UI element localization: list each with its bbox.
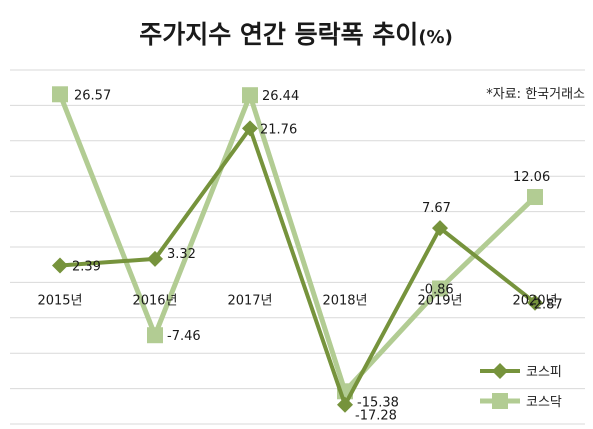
chart-title-unit: (%) xyxy=(418,27,453,48)
category-label: 2016년 xyxy=(132,293,177,308)
series-line-kosdaq xyxy=(57,92,537,394)
data-label: -7.46 xyxy=(167,329,201,344)
data-label: 26.57 xyxy=(74,88,111,103)
category-label: 2017년 xyxy=(227,293,272,308)
data-label: -0.86 xyxy=(420,282,454,297)
data-label: 2.39 xyxy=(72,259,101,274)
data-label: -15.38 xyxy=(357,395,399,410)
svg-text:주가지수 연간 등락폭 추이(%): 주가지수 연간 등락폭 추이(%) xyxy=(139,20,453,49)
series-lines xyxy=(52,86,543,413)
data-point xyxy=(242,120,258,137)
chart-title-text: 주가지수 연간 등락폭 추이 xyxy=(139,20,418,49)
legend-marker xyxy=(492,363,508,379)
data-label: 21.76 xyxy=(260,122,297,137)
data-point xyxy=(147,250,163,267)
data-point xyxy=(147,327,163,344)
source-note: *자료: 한국거래소 xyxy=(486,87,585,102)
labels: 2015년 2016년 2017년 2018년 2019년 2020년 2.39 3.32 21… xyxy=(37,88,562,423)
data-point xyxy=(52,257,68,274)
legend-label: 코스닥 xyxy=(526,395,562,410)
data-point xyxy=(527,294,543,311)
legend-marker xyxy=(492,393,508,409)
data-label: -17.28 xyxy=(355,409,397,424)
data-point xyxy=(432,280,448,297)
series-line-kospi xyxy=(59,126,537,407)
data-label: 12.06 xyxy=(513,170,550,185)
category-label: 2015년 xyxy=(37,293,82,308)
data-point xyxy=(527,189,543,206)
data-point xyxy=(337,396,353,413)
data-point xyxy=(52,86,68,103)
data-label: 7.67 xyxy=(422,201,451,216)
data-label: -2.87 xyxy=(529,298,563,313)
legend-label: 코스피 xyxy=(526,365,562,380)
category-label: 2018년 xyxy=(322,293,367,308)
data-point xyxy=(242,87,258,104)
data-point xyxy=(432,220,448,237)
chart-title: 주가지수 연간 등락폭 추이(%) xyxy=(139,20,453,49)
category-label: 2020년 xyxy=(512,293,557,308)
category-label: 2019년 xyxy=(417,293,462,308)
data-label: 3.32 xyxy=(167,247,196,262)
data-label: 26.44 xyxy=(262,89,299,104)
